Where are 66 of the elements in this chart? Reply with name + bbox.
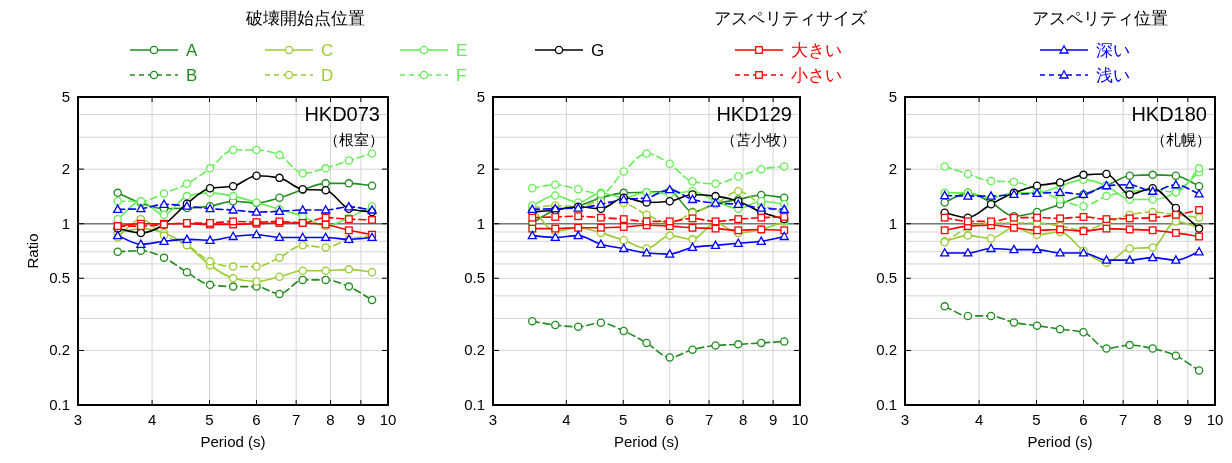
y-tick-label: 2 [61, 160, 70, 178]
y-tick-label: 0.1 [464, 396, 485, 413]
legend-label: E [456, 41, 468, 60]
text: アスペリティサイズ [713, 9, 867, 28]
x-tick-label: 10 [1206, 411, 1224, 428]
y-tick-label: 2 [888, 160, 897, 178]
x-axis-title: Period (s) [613, 433, 680, 450]
chart-title: HKD180 [1131, 103, 1207, 125]
x-tick-label: 8 [326, 411, 335, 428]
y-tick-label: 0.5 [876, 269, 897, 287]
x-tick-label: 7 [291, 411, 301, 428]
x-tick-label: 5 [1032, 411, 1041, 428]
chart-title: HKD129 [716, 103, 792, 125]
x-tick-label: 9 [768, 411, 778, 428]
x-tick-label: 3 [73, 411, 83, 428]
x-tick-label: 3 [488, 411, 498, 428]
y-tick-label: 1 [61, 214, 70, 232]
x-tick-label: 9 [1183, 411, 1193, 428]
y-axis-title: Ratio [24, 233, 41, 269]
text: アスペリティ位置 [1032, 9, 1168, 28]
text: （根室） [324, 131, 384, 148]
x-tick-label: 5 [205, 411, 214, 428]
x-tick-label: 3 [900, 411, 910, 428]
chart-title: HKD073 [304, 103, 380, 125]
legend-label: 大きい [791, 41, 842, 60]
legend-label: B [186, 66, 198, 85]
x-tick-label: 8 [738, 411, 748, 428]
legend-label: 深い [1096, 41, 1130, 60]
x-tick-label: 6 [252, 411, 261, 428]
x-tick-label: 9 [356, 411, 366, 428]
legend-label: F [456, 66, 467, 85]
x-tick-label: 4 [562, 411, 571, 428]
x-tick-label: 6 [1079, 411, 1088, 428]
y-tick-label: 5 [61, 88, 70, 105]
legend-label: D [321, 66, 334, 85]
y-tick-label: 0.1 [876, 396, 897, 413]
x-tick-label: 10 [379, 411, 397, 428]
y-tick-label: 0.5 [464, 269, 485, 287]
y-tick-label: 0.1 [49, 396, 70, 413]
x-tick-label: 4 [974, 411, 984, 428]
text: （苫小牧） [721, 131, 796, 148]
y-tick-label: 5 [888, 88, 897, 105]
x-tick-label: 6 [665, 411, 674, 428]
x-axis-title: Period (s) [200, 433, 266, 450]
x-tick-label: 4 [147, 411, 157, 428]
y-tick-label: 0.5 [49, 269, 70, 287]
x-tick-label: 8 [1153, 411, 1162, 428]
y-tick-label: 1 [888, 214, 897, 232]
text: 破壊開始点位置 [245, 9, 365, 28]
y-tick-label: 0.2 [464, 341, 485, 359]
text: （札幌） [1151, 131, 1211, 148]
y-tick-label: 2 [476, 160, 485, 178]
y-tick-label: 0.2 [49, 341, 70, 359]
x-tick-label: 10 [791, 411, 809, 428]
legend-label: G [591, 41, 605, 60]
legend-label: A [186, 41, 198, 60]
legend-label: C [321, 41, 334, 60]
legend-label: 浅い [1096, 66, 1130, 85]
x-axis-title: Period (s) [1027, 433, 1093, 450]
x-tick-label: 7 [704, 411, 714, 428]
x-tick-label: 7 [1118, 411, 1128, 428]
legend-label: 小さい [791, 66, 842, 85]
y-tick-label: 1 [476, 214, 485, 232]
y-tick-label: 5 [476, 88, 485, 105]
y-tick-label: 0.2 [876, 341, 897, 359]
x-tick-label: 5 [619, 411, 628, 428]
